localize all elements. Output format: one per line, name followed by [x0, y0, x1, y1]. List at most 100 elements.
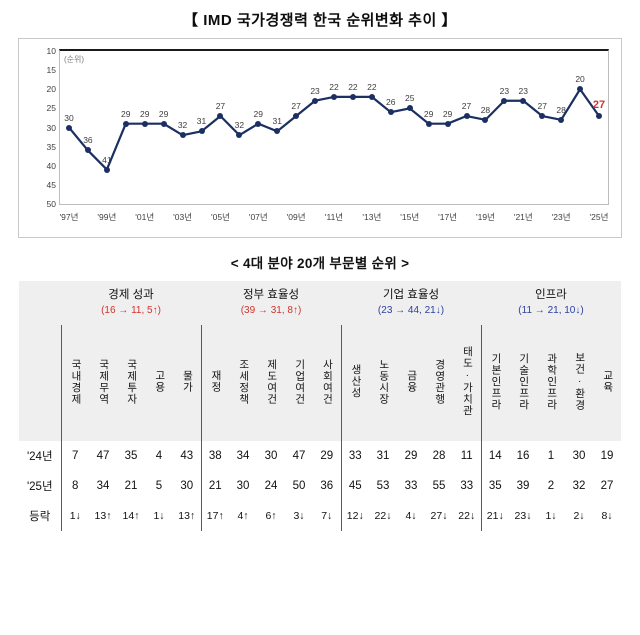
rank-cell: 30: [236, 480, 250, 492]
x-axis-tick: '07년: [248, 212, 268, 222]
data-point-label: 29: [423, 108, 434, 119]
group-name: 인프라: [535, 289, 567, 302]
data-point: [482, 116, 489, 123]
rank-cell: 16: [516, 450, 530, 462]
group-name: 기업 효율성: [382, 289, 440, 302]
delta-cell: 13↑: [178, 510, 196, 522]
data-point-label: 30: [64, 112, 74, 123]
data-point-label: 29: [121, 108, 131, 119]
data-point-label: 22: [329, 81, 339, 92]
group-delta: (23 → 44, 21↓): [377, 305, 445, 316]
y-axis-tick: 15: [46, 65, 56, 76]
x-axis-tick: '17년: [438, 212, 458, 222]
rank-cell: 34: [96, 480, 110, 492]
x-axis-tick: '15년: [400, 212, 420, 222]
column-header-label: 국내경제: [69, 358, 82, 405]
column-header-label: 기술인프라: [517, 352, 530, 411]
data-point: [255, 120, 262, 127]
rank-cell: 55: [432, 480, 446, 492]
data-point: [425, 120, 432, 127]
data-point-label: 26: [386, 97, 396, 108]
rank-cell: 4: [155, 450, 163, 462]
data-point-label: 29: [253, 108, 264, 119]
group-header-3: 기업 효율성 (23 → 44, 21↓): [341, 281, 481, 325]
column-header-label: 과학인프라: [545, 352, 558, 411]
column-header-5: 물가: [173, 325, 201, 441]
rank-cell: 33: [340, 441, 369, 471]
table-corner-cell: [19, 281, 61, 325]
chart-plot-area: (순위) 10 15 20 25 30 35 40 45 50'97년 '99년 '01년 '03년 '…: [47, 46, 609, 222]
data-point-label: 22: [348, 81, 358, 92]
data-point-label: 36: [83, 135, 93, 146]
data-point-label: 31: [272, 116, 282, 127]
data-point: [217, 113, 224, 120]
data-point-label: 31: [196, 116, 207, 127]
table-column-header-row: 국내경제 국제무역 국제투자 고용 물가 재정 조세정책 제도여건 기업여건 사회여건 생산성 노동시…: [19, 325, 621, 441]
delta-cell: 1↓: [60, 501, 89, 531]
group-name: 경제 성과: [108, 289, 154, 302]
column-header-12: 노동시장: [369, 325, 397, 441]
delta-cell: 6↑: [265, 510, 277, 522]
data-point: [596, 113, 602, 120]
data-point: [236, 132, 243, 139]
chart-line-series: [68, 88, 600, 171]
data-point-label: 28: [480, 104, 491, 115]
delta-cell: 21↓: [480, 501, 509, 531]
rank-cell: 30: [180, 480, 194, 492]
column-header-10: 사회여건: [313, 325, 341, 441]
y-axis-tick: 30: [46, 122, 56, 133]
data-point: [198, 128, 205, 135]
x-axis-tick: '97년: [59, 212, 79, 222]
delta-cell: 27↓: [430, 510, 448, 522]
delta-cell: 8↓: [601, 510, 613, 522]
rank-cell: 19: [600, 450, 614, 462]
x-axis-tick: '05년: [210, 212, 230, 222]
data-point: [84, 147, 91, 154]
table-corner-cell-2: [19, 325, 61, 441]
table-row: '24년 7 47 35 4 43 38 34 30 47 29 33 31 29 28 11 14 16 1 30 1…: [19, 441, 621, 471]
rank-cell: 36: [320, 480, 334, 492]
x-axis-tick: '21년: [513, 212, 533, 222]
data-point-label: 27: [291, 101, 301, 112]
y-axis-tick: 45: [46, 179, 56, 190]
chart-unit-label: (순위): [64, 55, 85, 64]
data-point-label: 27: [461, 101, 472, 112]
rank-cell: 33: [460, 480, 474, 492]
rank-table: 경제 성과 (16 → 11, 5↑) 정부 효율성 (39 → 31, 8↑) 기업 …: [19, 281, 621, 531]
data-point: [141, 120, 148, 127]
rank-cell: 53: [376, 480, 390, 492]
x-axis-tick: '99년: [97, 212, 117, 222]
data-point: [539, 113, 546, 120]
rank-cell: 39: [516, 480, 530, 492]
column-header-label: 고용: [153, 370, 166, 393]
x-axis-tick: '13년: [362, 212, 382, 222]
y-axis-tick: 35: [46, 141, 56, 152]
data-point-label: 32: [234, 120, 245, 131]
data-point: [463, 113, 470, 120]
column-header-8: 제도여건: [257, 325, 285, 441]
data-point: [66, 124, 72, 131]
delta-cell: 14↑: [122, 510, 140, 522]
data-point-label: 27: [592, 99, 606, 112]
rank-cell: 14: [480, 441, 509, 471]
rank-cell: 32: [572, 480, 586, 492]
rank-cell: 30: [264, 450, 278, 462]
column-header-label: 제도여건: [265, 358, 278, 405]
rank-cell: 21: [124, 480, 138, 492]
y-axis-tick: 10: [46, 46, 56, 56]
rank-cell: 24: [264, 480, 278, 492]
column-header-16: 기본인프라: [480, 325, 509, 441]
data-point: [122, 120, 129, 127]
data-point-label: 25: [404, 93, 415, 104]
x-axis-tick: '01년: [135, 212, 155, 222]
data-point-label: 23: [518, 85, 529, 96]
data-point: [312, 97, 319, 104]
rank-cell: 30: [572, 450, 586, 462]
row-label: 등락: [19, 501, 62, 531]
column-header-15: 태도·가치관: [453, 325, 481, 441]
delta-cell: 23↓: [514, 510, 532, 522]
column-header-18: 과학인프라: [537, 325, 565, 441]
column-header-label: 물가: [181, 370, 194, 393]
rank-cell: 43: [180, 450, 194, 462]
